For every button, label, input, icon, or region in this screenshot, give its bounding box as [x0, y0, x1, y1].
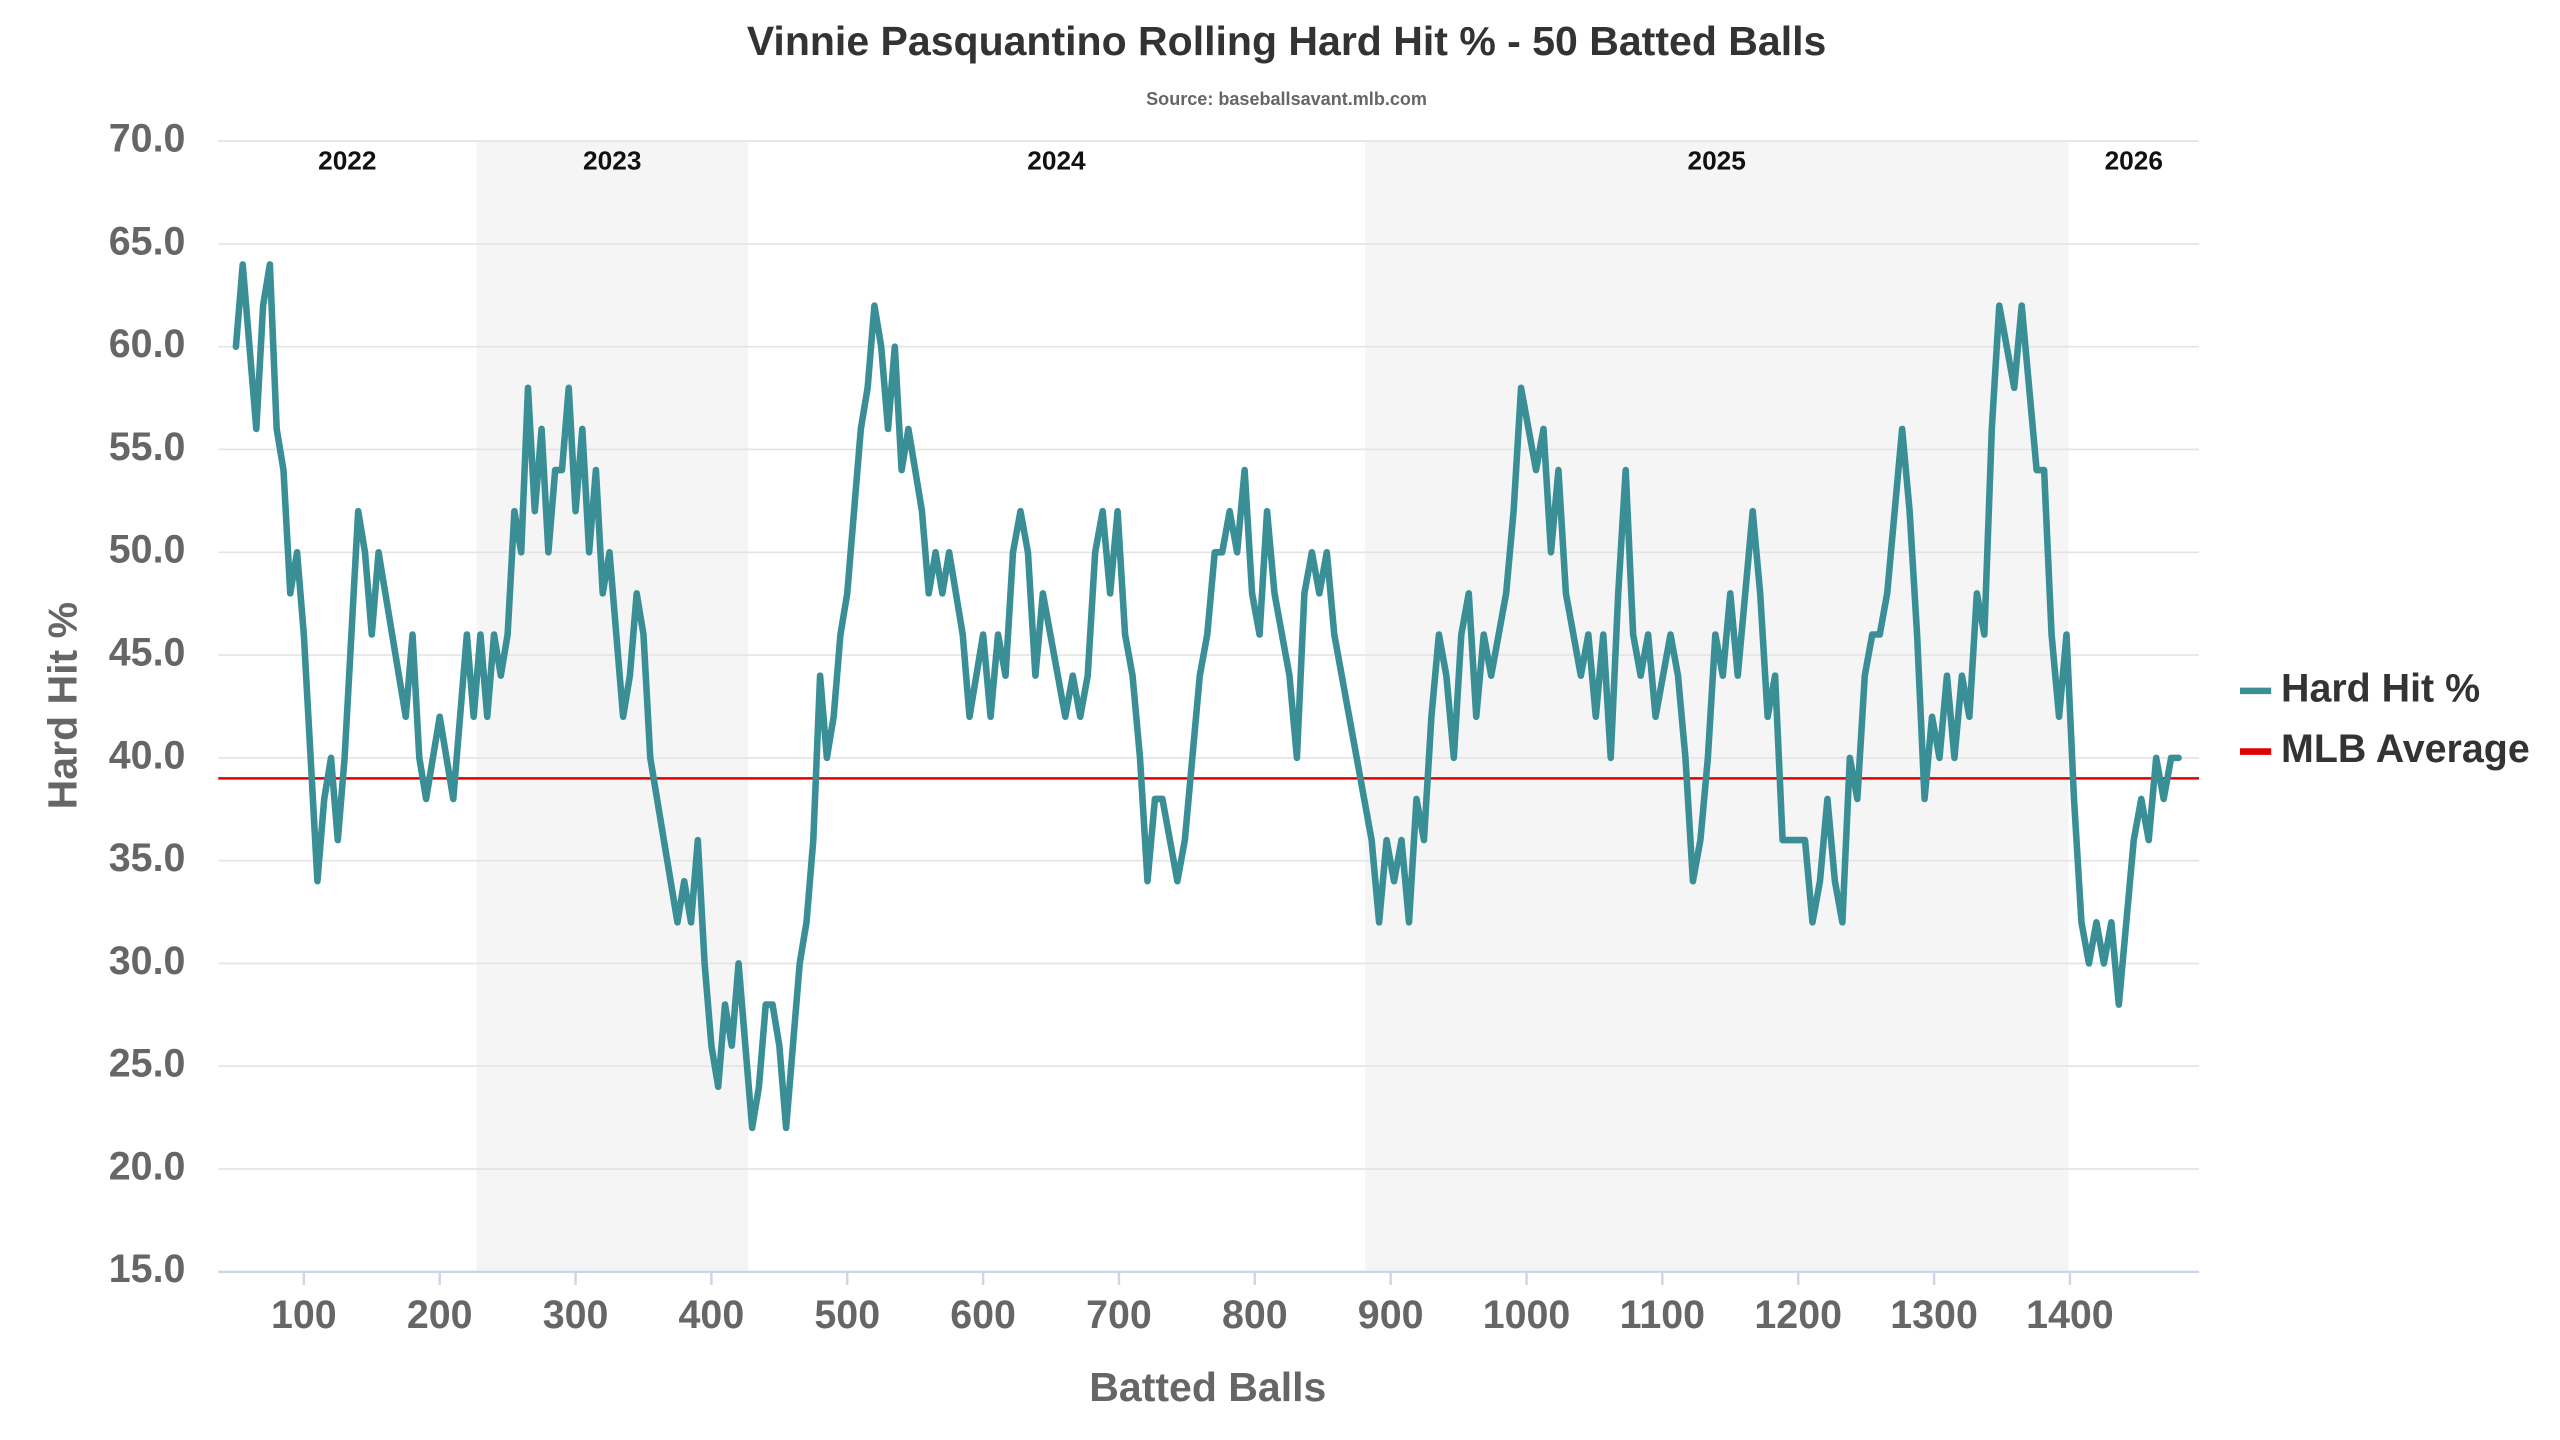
y-axis-label: Hard Hit % — [39, 602, 85, 809]
season-band — [476, 141, 749, 1272]
legend-label: Hard Hit % — [2281, 666, 2480, 710]
x-tick-label: 900 — [1358, 1293, 1424, 1337]
chart-subtitle: Source: baseballsavant.mlb.com — [1146, 89, 1427, 109]
x-tick-label: 700 — [1086, 1293, 1152, 1337]
x-tick-label: 200 — [407, 1293, 473, 1337]
legend-label: MLB Average — [2281, 727, 2530, 771]
season-label: 2025 — [1687, 145, 1745, 175]
x-tick-label: 600 — [950, 1293, 1016, 1337]
season-band — [1364, 141, 2069, 1272]
x-tick-label: 300 — [543, 1293, 609, 1337]
x-tick-label: 1200 — [1754, 1293, 1842, 1337]
x-tick-label: 1000 — [1483, 1293, 1571, 1337]
x-tick-label: 100 — [271, 1293, 337, 1337]
season-label: 2024 — [1027, 145, 1086, 175]
data-line — [232, 261, 2182, 1132]
x-tick-label: 400 — [679, 1293, 745, 1337]
y-tick-label: 45.0 — [109, 630, 186, 674]
y-tick-label: 30.0 — [109, 939, 186, 983]
y-tick-label: 35.0 — [109, 836, 186, 880]
x-tick-label: 1100 — [1620, 1293, 1705, 1337]
x-tick-label: 500 — [814, 1293, 880, 1337]
y-tick-label: 70.0 — [109, 117, 186, 161]
season-label: 2022 — [318, 145, 376, 175]
x-axis-label: Batted Balls — [1089, 1364, 1326, 1410]
x-tick-label: 800 — [1222, 1293, 1288, 1337]
y-tick-label: 25.0 — [109, 1042, 186, 1086]
y-tick-label: 20.0 — [109, 1144, 186, 1188]
y-tick-label: 55.0 — [109, 425, 186, 469]
x-tick-label: 1400 — [2026, 1293, 2114, 1337]
y-tick-label: 65.0 — [109, 219, 186, 263]
y-tick-label: 60.0 — [109, 322, 186, 366]
season-label: 2026 — [2105, 145, 2163, 175]
x-tick-label: 1300 — [1890, 1293, 1978, 1337]
y-tick-label: 40.0 — [109, 733, 186, 777]
y-tick-label: 15.0 — [109, 1247, 186, 1291]
season-label: 2023 — [583, 145, 641, 175]
y-tick-label: 50.0 — [109, 528, 186, 572]
chart-title: Vinnie Pasquantino Rolling Hard Hit % - … — [747, 18, 1826, 64]
